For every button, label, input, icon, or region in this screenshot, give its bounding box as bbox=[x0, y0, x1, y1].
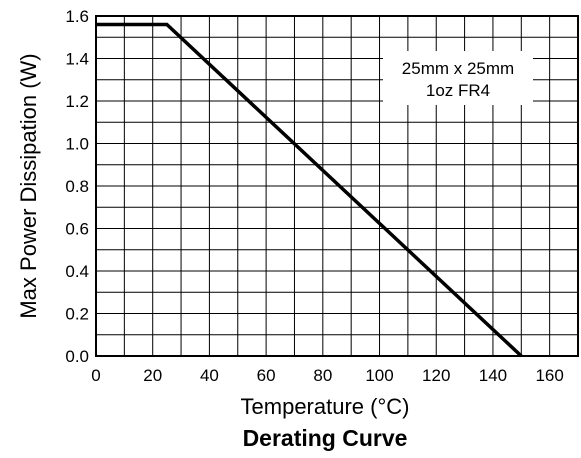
x-tick-labels: 0 20 40 60 80 100 120 140 160 bbox=[91, 366, 564, 385]
x-tick-label: 120 bbox=[422, 366, 450, 385]
y-tick-label: 1.0 bbox=[65, 135, 89, 154]
derating-line bbox=[96, 22, 523, 358]
x-tick-label: 60 bbox=[257, 366, 276, 385]
x-tick-label: 160 bbox=[535, 366, 563, 385]
x-tick-label: 20 bbox=[143, 366, 162, 385]
x-tick-label: 0 bbox=[91, 366, 100, 385]
y-tick-label: 0.6 bbox=[65, 220, 89, 239]
x-tick-label: 80 bbox=[313, 366, 332, 385]
x-tick-label: 100 bbox=[365, 366, 393, 385]
x-tick-label: 140 bbox=[479, 366, 507, 385]
x-axis-label: Temperature (°C) bbox=[241, 394, 410, 419]
chart-caption: Derating Curve bbox=[243, 425, 408, 451]
series-layer bbox=[96, 22, 523, 358]
annotation-line-1: 25mm x 25mm bbox=[402, 59, 514, 78]
annotation-box: 25mm x 25mm 1oz FR4 bbox=[383, 51, 533, 105]
y-tick-labels: 0.0 0.2 0.4 0.6 0.8 1.0 1.2 1.4 1.6 bbox=[65, 7, 89, 366]
y-tick-label: 1.6 bbox=[65, 7, 89, 26]
plot-frame bbox=[95, 15, 579, 357]
y-tick-label: 1.2 bbox=[65, 92, 89, 111]
x-tick-label: 40 bbox=[200, 366, 219, 385]
y-tick-label: 0.2 bbox=[65, 305, 89, 324]
annotation-line-2: 1oz FR4 bbox=[426, 81, 490, 100]
y-axis-label: Max Power Dissipation (W) bbox=[16, 53, 41, 318]
y-tick-label: 0.8 bbox=[65, 177, 89, 196]
y-tick-label: 1.4 bbox=[65, 50, 89, 69]
y-tick-label: 0.4 bbox=[65, 262, 89, 281]
y-tick-label: 0.0 bbox=[65, 347, 89, 366]
